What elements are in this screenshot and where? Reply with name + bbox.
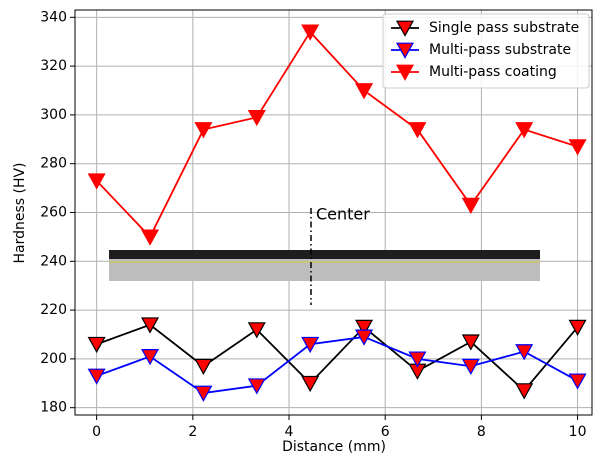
marker — [463, 198, 479, 212]
chart: Center Distance (mm) Hardness (HV) 0 2 4 6 8… — [0, 0, 597, 455]
y-tick-label: 300 — [40, 107, 67, 123]
y-tick-label: 240 — [40, 253, 67, 269]
marker — [195, 359, 211, 373]
x-tick-label: 6 — [381, 424, 390, 440]
y-tick-label: 200 — [40, 351, 67, 367]
marker — [570, 374, 586, 388]
marker — [463, 359, 479, 373]
marker — [516, 345, 532, 359]
legend-label: Multi-pass coating — [429, 64, 557, 80]
y-tick-label: 180 — [40, 400, 67, 416]
y-tick-label: 280 — [40, 156, 67, 172]
micrograph-coating — [109, 250, 540, 259]
y-tick-label: 320 — [40, 58, 67, 74]
marker — [89, 337, 105, 351]
x-axis-label: Distance (mm) — [282, 439, 386, 455]
legend-label: Single pass substrate — [429, 20, 579, 36]
marker — [195, 123, 211, 137]
y-tick-label: 260 — [40, 205, 67, 221]
annotation: Center — [316, 205, 370, 224]
series-line — [97, 325, 578, 391]
x-tick-label: 0 — [92, 424, 101, 440]
y-tick-label: 340 — [40, 9, 67, 25]
marker — [570, 140, 586, 154]
y-axis-label: Hardness (HV) — [12, 162, 28, 263]
marker — [516, 123, 532, 137]
marker — [302, 376, 318, 390]
micrograph — [109, 250, 540, 281]
marker — [195, 386, 211, 400]
marker — [409, 123, 425, 137]
marker — [89, 369, 105, 383]
series-line — [97, 337, 578, 393]
x-tick-label: 4 — [285, 424, 294, 440]
y-tick-label: 220 — [40, 302, 67, 318]
x-tick-label: 10 — [569, 424, 587, 440]
marker — [142, 230, 158, 244]
marker — [516, 384, 532, 398]
x-tick-label: 2 — [188, 424, 197, 440]
marker — [142, 350, 158, 364]
x-tick-label: 8 — [477, 424, 486, 440]
legend-label: Multi-pass substrate — [429, 42, 571, 58]
marker — [356, 84, 372, 98]
